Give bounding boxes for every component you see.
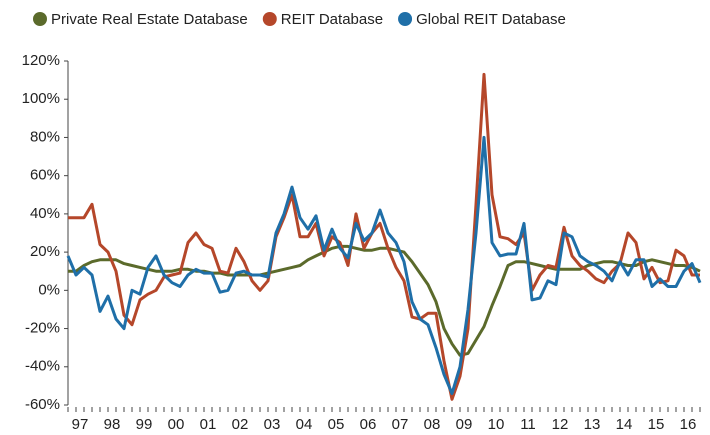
y-tick-label: -40% bbox=[25, 358, 60, 375]
legend-label: Global REIT Database bbox=[416, 11, 566, 28]
x-tick-label: 04 bbox=[296, 416, 313, 433]
y-tick-label: 0% bbox=[38, 281, 60, 298]
x-tick-label: 12 bbox=[552, 416, 569, 433]
y-tick-label: 120% bbox=[22, 52, 60, 69]
x-tick-label: 09 bbox=[456, 416, 473, 433]
x-tick-label: 01 bbox=[200, 416, 217, 433]
series-line bbox=[68, 72, 700, 401]
x-tick-label: 98 bbox=[104, 416, 121, 433]
y-tick-label: 80% bbox=[30, 128, 60, 145]
y-tick-label: -20% bbox=[25, 320, 60, 337]
x-tick-label: 03 bbox=[264, 416, 281, 433]
x-tick-label: 13 bbox=[584, 416, 601, 433]
legend-marker bbox=[398, 12, 413, 26]
y-tick-label: 40% bbox=[30, 205, 60, 222]
x-tick-label: 97 bbox=[72, 416, 89, 433]
x-tick-label: 16 bbox=[680, 416, 697, 433]
legend-label: Private Real Estate Database bbox=[51, 11, 248, 28]
series-line bbox=[66, 135, 702, 395]
y-tick-label: -60% bbox=[25, 396, 60, 413]
x-tick-label: 11 bbox=[520, 416, 536, 433]
x-tick-label: 07 bbox=[392, 416, 409, 433]
y-tick-label: 20% bbox=[30, 243, 60, 260]
x-tick-label: 14 bbox=[616, 416, 633, 433]
x-tick-label: 10 bbox=[488, 416, 505, 433]
x-tick-label: 02 bbox=[232, 416, 249, 433]
x-tick-label: 15 bbox=[648, 416, 665, 433]
x-tick-label: 99 bbox=[136, 416, 153, 433]
legend-label: REIT Database bbox=[281, 11, 383, 28]
legend-marker bbox=[33, 12, 47, 26]
x-tick-label: 00 bbox=[168, 416, 185, 433]
legend-marker bbox=[262, 12, 277, 26]
x-tick-label: 06 bbox=[360, 416, 377, 433]
x-tick-label: 05 bbox=[328, 416, 345, 433]
y-tick-label: 60% bbox=[30, 167, 60, 184]
y-tick-label: 100% bbox=[22, 90, 60, 107]
series-line bbox=[68, 244, 701, 357]
x-tick-label: 08 bbox=[424, 416, 441, 433]
